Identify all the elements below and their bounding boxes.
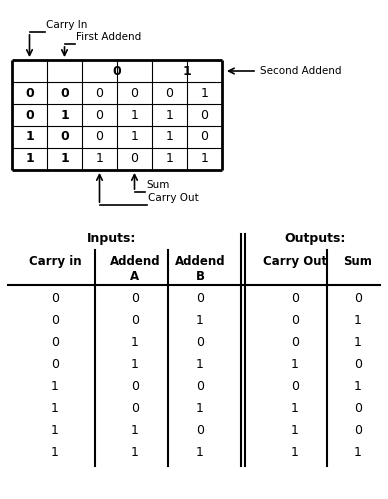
Text: 0: 0 — [130, 153, 139, 166]
Text: Carry in: Carry in — [29, 255, 81, 268]
Text: 0: 0 — [51, 358, 59, 371]
Text: 1: 1 — [291, 425, 299, 438]
Text: Carry Out: Carry Out — [263, 255, 327, 268]
Text: 1: 1 — [166, 131, 173, 144]
Text: 0: 0 — [201, 131, 208, 144]
Text: 1: 1 — [95, 153, 104, 166]
Text: 1: 1 — [201, 153, 208, 166]
Text: 1: 1 — [25, 153, 34, 166]
Text: 0: 0 — [113, 64, 121, 77]
Text: 1: 1 — [354, 336, 362, 349]
Text: 1: 1 — [131, 425, 139, 438]
Text: 1: 1 — [131, 108, 139, 121]
Text: 0: 0 — [131, 292, 139, 305]
Text: 0: 0 — [131, 381, 139, 394]
Text: 1: 1 — [51, 447, 59, 460]
Text: 1: 1 — [166, 153, 173, 166]
Text: 0: 0 — [166, 86, 173, 99]
Text: 1: 1 — [354, 314, 362, 327]
Text: 1: 1 — [131, 447, 139, 460]
Text: 0: 0 — [25, 108, 34, 121]
Text: 1: 1 — [196, 447, 204, 460]
Text: 1: 1 — [291, 447, 299, 460]
Text: Outputs:: Outputs: — [285, 232, 346, 245]
Text: Inputs:: Inputs: — [87, 232, 136, 245]
Text: 1: 1 — [291, 358, 299, 371]
Text: First Addend: First Addend — [76, 32, 142, 42]
Text: 0: 0 — [51, 314, 59, 327]
Text: 1: 1 — [196, 314, 204, 327]
Text: 0: 0 — [291, 292, 299, 305]
Text: 0: 0 — [131, 314, 139, 327]
Text: 0: 0 — [131, 403, 139, 416]
Text: 0: 0 — [196, 425, 204, 438]
Text: Addend
B: Addend B — [175, 255, 225, 283]
Text: 0: 0 — [60, 131, 69, 144]
Text: 0: 0 — [291, 314, 299, 327]
Text: 0: 0 — [291, 381, 299, 394]
Text: 1: 1 — [201, 86, 208, 99]
Text: 0: 0 — [51, 336, 59, 349]
Text: 0: 0 — [354, 292, 362, 305]
Text: 1: 1 — [131, 336, 139, 349]
Text: Sum: Sum — [147, 180, 170, 190]
Text: Sum: Sum — [343, 255, 372, 268]
Text: 1: 1 — [131, 131, 139, 144]
Text: 0: 0 — [291, 336, 299, 349]
Text: 0: 0 — [354, 403, 362, 416]
Text: Carry In: Carry In — [47, 20, 88, 30]
Text: 1: 1 — [51, 425, 59, 438]
Text: Second Addend: Second Addend — [260, 66, 341, 76]
Text: 1: 1 — [25, 131, 34, 144]
Text: 1: 1 — [196, 403, 204, 416]
Text: 1: 1 — [51, 381, 59, 394]
Text: Addend
A: Addend A — [110, 255, 160, 283]
Text: 0: 0 — [25, 86, 34, 99]
Text: 1: 1 — [60, 153, 69, 166]
Text: 1: 1 — [354, 447, 362, 460]
Text: 1: 1 — [291, 403, 299, 416]
Text: 0: 0 — [354, 425, 362, 438]
Text: 1: 1 — [183, 64, 191, 77]
Text: 0: 0 — [196, 381, 204, 394]
Text: 0: 0 — [354, 358, 362, 371]
Text: 1: 1 — [196, 358, 204, 371]
Text: 1: 1 — [166, 108, 173, 121]
Text: 0: 0 — [95, 86, 104, 99]
Text: 0: 0 — [51, 292, 59, 305]
Text: 1: 1 — [354, 381, 362, 394]
Text: 0: 0 — [196, 336, 204, 349]
Text: 1: 1 — [60, 108, 69, 121]
Text: 0: 0 — [196, 292, 204, 305]
Text: 1: 1 — [131, 358, 139, 371]
Text: 0: 0 — [130, 86, 139, 99]
Text: 0: 0 — [60, 86, 69, 99]
Text: 1: 1 — [51, 403, 59, 416]
Text: 0: 0 — [95, 131, 104, 144]
Text: Carry Out: Carry Out — [149, 193, 199, 203]
Text: 0: 0 — [95, 108, 104, 121]
Text: 0: 0 — [201, 108, 208, 121]
